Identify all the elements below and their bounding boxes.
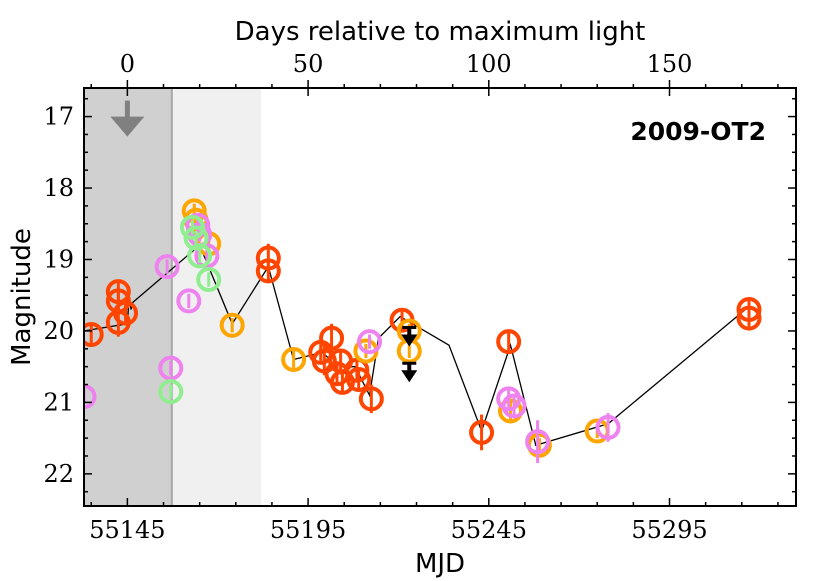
data-point-orange-3 — [219, 312, 245, 338]
y-tick-label-22: 22 — [43, 460, 74, 488]
data-point-red-orange-15 — [358, 384, 384, 414]
data-point-violet-10 — [525, 420, 551, 464]
point-marker — [255, 258, 281, 284]
data-point-violet-11 — [595, 413, 621, 442]
x2-tick-label-150: 150 — [647, 50, 693, 78]
data-point-violet-1 — [154, 254, 180, 280]
data-point-violet-3 — [176, 288, 202, 314]
data-point-violet-9 — [501, 393, 527, 419]
point-marker — [469, 419, 495, 445]
point-marker — [496, 329, 522, 355]
y-tick-label-19: 19 — [43, 245, 74, 273]
point-marker — [346, 367, 372, 393]
limit-arrowhead — [401, 334, 418, 347]
data-point-red-orange-12 — [329, 369, 355, 395]
point-marker — [84, 384, 97, 410]
point-marker — [595, 414, 621, 440]
point-marker — [179, 214, 205, 240]
limit-arrowhead — [401, 370, 418, 383]
point-marker — [196, 266, 222, 292]
chart-title: 2009-OT2 — [630, 117, 766, 146]
data-point-red-orange-9 — [319, 323, 345, 353]
point-marker — [113, 300, 139, 326]
x-tick-label-55295: 55295 — [631, 516, 707, 544]
point-marker — [311, 348, 337, 374]
point-marker — [344, 357, 370, 383]
y-tick-label-21: 21 — [43, 388, 74, 416]
data-point-light-green-3 — [187, 243, 213, 269]
point-marker — [181, 198, 207, 224]
point-marker — [525, 429, 551, 455]
data-point-red-orange-17 — [469, 414, 495, 451]
point-marker — [357, 329, 383, 355]
point-marker — [501, 393, 527, 419]
point-marker — [194, 243, 220, 269]
point-marker — [187, 243, 213, 269]
point-marker — [158, 355, 184, 381]
data-point-light-green-0 — [158, 379, 184, 405]
point-marker — [154, 254, 180, 280]
upper-limit-2 — [401, 361, 418, 383]
data-point-red-orange-6 — [255, 258, 281, 284]
data-point-light-green-2 — [183, 225, 209, 251]
point-marker — [319, 325, 345, 351]
data-point-light-green-4 — [196, 266, 222, 292]
x-tick-label-55145: 55145 — [89, 516, 165, 544]
x-axis-label: MJD — [415, 549, 465, 579]
x2-tick-label-100: 100 — [466, 50, 512, 78]
y-tick-label-18: 18 — [43, 174, 74, 202]
data-point-orange-4 — [281, 347, 307, 373]
plot-frame — [83, 87, 797, 507]
limit-arrowhead — [110, 116, 145, 137]
data-point-red-orange-20 — [736, 305, 762, 331]
top-axis-label: Days relative to maximum light — [235, 17, 646, 47]
x2-tick-label-0: 0 — [120, 50, 135, 78]
point-marker — [281, 347, 307, 373]
point-marker — [736, 305, 762, 331]
x-tick-label-55245: 55245 — [451, 516, 527, 544]
point-marker — [219, 312, 245, 338]
data-point-violet-7 — [357, 329, 383, 355]
x2-tick-label-50: 50 — [293, 50, 324, 78]
y-tick-label-17: 17 — [43, 103, 74, 131]
y-tick-label-20: 20 — [43, 317, 74, 345]
y-axis-label: Magnitude — [7, 228, 37, 366]
shaded-region-1 — [171, 88, 262, 506]
point-marker — [358, 386, 384, 412]
upper-limit-0 — [110, 100, 145, 137]
data-point-red-orange-8 — [311, 346, 337, 376]
data-point-red-orange-18 — [496, 329, 522, 355]
point-marker — [176, 288, 202, 314]
upper-limit-arrows — [110, 100, 418, 383]
point-marker — [158, 379, 184, 405]
upper-limit-1 — [401, 326, 418, 347]
data-point-red-orange-0 — [84, 322, 104, 348]
data-point-red-orange-14 — [346, 367, 372, 393]
point-marker — [329, 369, 355, 395]
point-marker — [183, 225, 209, 251]
point-marker — [84, 322, 104, 348]
data-point-red-orange-4 — [113, 300, 139, 326]
data-point-violet-2 — [158, 355, 184, 381]
x-tick-label-55195: 55195 — [270, 516, 346, 544]
data-point-violet-0 — [84, 384, 97, 410]
axis-ticks: 55145 55195 55245 55295 0 50 100 150 17 18 19 20 21 2… — [43, 50, 796, 544]
